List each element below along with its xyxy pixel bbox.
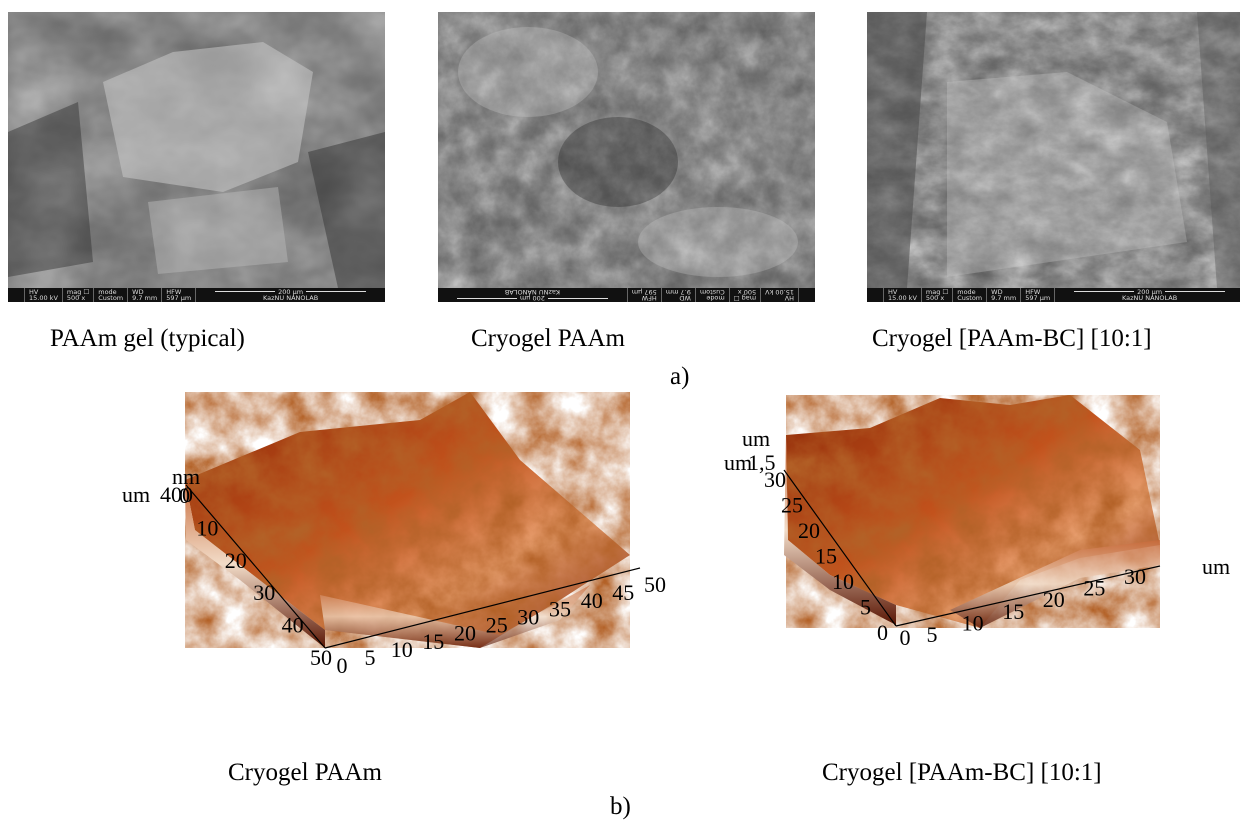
afm-tick-label: 5 <box>927 622 938 647</box>
afm-tick-label: 25 <box>1083 576 1105 601</box>
afm-y-unit: um <box>724 450 752 475</box>
afm-tick-label: 20 <box>798 518 820 543</box>
sem-image-paam-gel: HV 15.00 kV mag ☐ 500 x mode Custom WD 9.7 m… <box>8 12 385 302</box>
afm-z-tick: 400 <box>160 482 193 507</box>
afm-tick-label: 25 <box>486 613 508 638</box>
sem-caption-paam-gel: PAAm gel (typical) <box>50 325 245 352</box>
afm-tick-label: 0 <box>179 483 190 508</box>
sem-caption-cryogel-paam-bc: Cryogel [PAAm-BC] [10:1] <box>872 325 1152 352</box>
afm-tick-label: 50 <box>310 645 332 670</box>
sem-micrograph <box>438 12 815 288</box>
afm-tick-label: 15 <box>422 629 444 654</box>
afm-plot-cryogel-paam-bc: 5 10 15 20 25 30 0 5 10 15 20 25 30 0 um um um 1,5 <box>720 390 1240 695</box>
afm-x-axis <box>895 565 1161 627</box>
afm-tick-label: 20 <box>1043 587 1065 612</box>
sem-image-cryogel-paam: HV 15.00 kV mag ☐ 500 x mode Custom WD 9.7 m… <box>438 12 815 302</box>
afm-caption-cryogel-paam-bc: Cryogel [PAAm-BC] [10:1] <box>822 759 1102 786</box>
afm-tick-label: 15 <box>1002 599 1024 624</box>
afm-y-axis <box>783 469 897 627</box>
afm-tick-label: 25 <box>781 493 803 518</box>
afm-tick-label: 30 <box>764 467 786 492</box>
afm-tick-label: 20 <box>454 621 476 646</box>
afm-tick-label: 15 <box>815 544 837 569</box>
sem-databar: HV 15.00 kV mag ☐ 500 x mode Custom WD 9.7 m… <box>8 288 385 302</box>
panel-label-b: b) <box>610 793 631 820</box>
sem-databar: HV 15.00 kV mag ☐ 500 x mode Custom WD 9.7 m… <box>438 288 815 302</box>
afm-z-unit: um <box>742 426 770 451</box>
afm-x-tick-labels: 5 10 15 20 25 30 35 40 45 50 <box>365 572 667 670</box>
afm-tick-label: 30 <box>517 604 539 629</box>
afm-tick-label: 40 <box>581 588 603 613</box>
afm-tick-label: 5 <box>365 645 376 670</box>
afm-z-unit: nm <box>172 464 200 489</box>
afm-tick-label: 35 <box>549 596 571 621</box>
afm-y-axis <box>185 484 326 649</box>
afm-tick-label: 10 <box>196 515 218 540</box>
afm-x-axis <box>324 567 641 649</box>
afm-tick-label: 10 <box>832 569 854 594</box>
afm-x-origin-label: 0 <box>337 653 348 678</box>
afm-y-unit: um <box>122 482 150 507</box>
afm-caption-cryogel-paam: Cryogel PAAm <box>228 759 382 786</box>
afm-x-unit: um <box>1202 554 1230 579</box>
afm-tick-label: 10 <box>391 637 413 662</box>
sem-databar: HV 15.00 kV mag ☐ 500 x mode Custom WD 9.7 m… <box>867 288 1240 302</box>
sem-caption-cryogel-paam: Cryogel PAAm <box>471 325 625 352</box>
sem-image-cryogel-paam-bc: HV 15.00 kV mag ☐ 500 x mode Custom WD 9.7 m… <box>867 12 1240 302</box>
afm-tick-label: 50 <box>644 572 666 597</box>
afm-tick-label: 30 <box>1124 564 1146 589</box>
afm-tick-label: 20 <box>225 548 247 573</box>
afm-x-origin-label: 0 <box>900 625 911 650</box>
afm-tick-label: 10 <box>962 610 984 635</box>
afm-plot-cryogel-paam: 5 10 15 20 25 30 35 40 45 50 50 40 30 20 10 0 0 nm um … <box>120 390 680 695</box>
afm-tick-label: 45 <box>612 580 634 605</box>
sem-micrograph <box>8 12 385 288</box>
afm-tick-label: 0 <box>877 620 888 645</box>
sem-micrograph <box>867 12 1240 288</box>
afm-tick-label: 40 <box>282 613 304 638</box>
afm-tick-label: 5 <box>860 595 871 620</box>
panel-label-a: a) <box>670 363 690 390</box>
afm-z-tick: 1,5 <box>748 450 776 475</box>
afm-x-tick-labels: 5 10 15 20 25 30 <box>927 564 1147 647</box>
afm-tick-label: 30 <box>253 580 275 605</box>
